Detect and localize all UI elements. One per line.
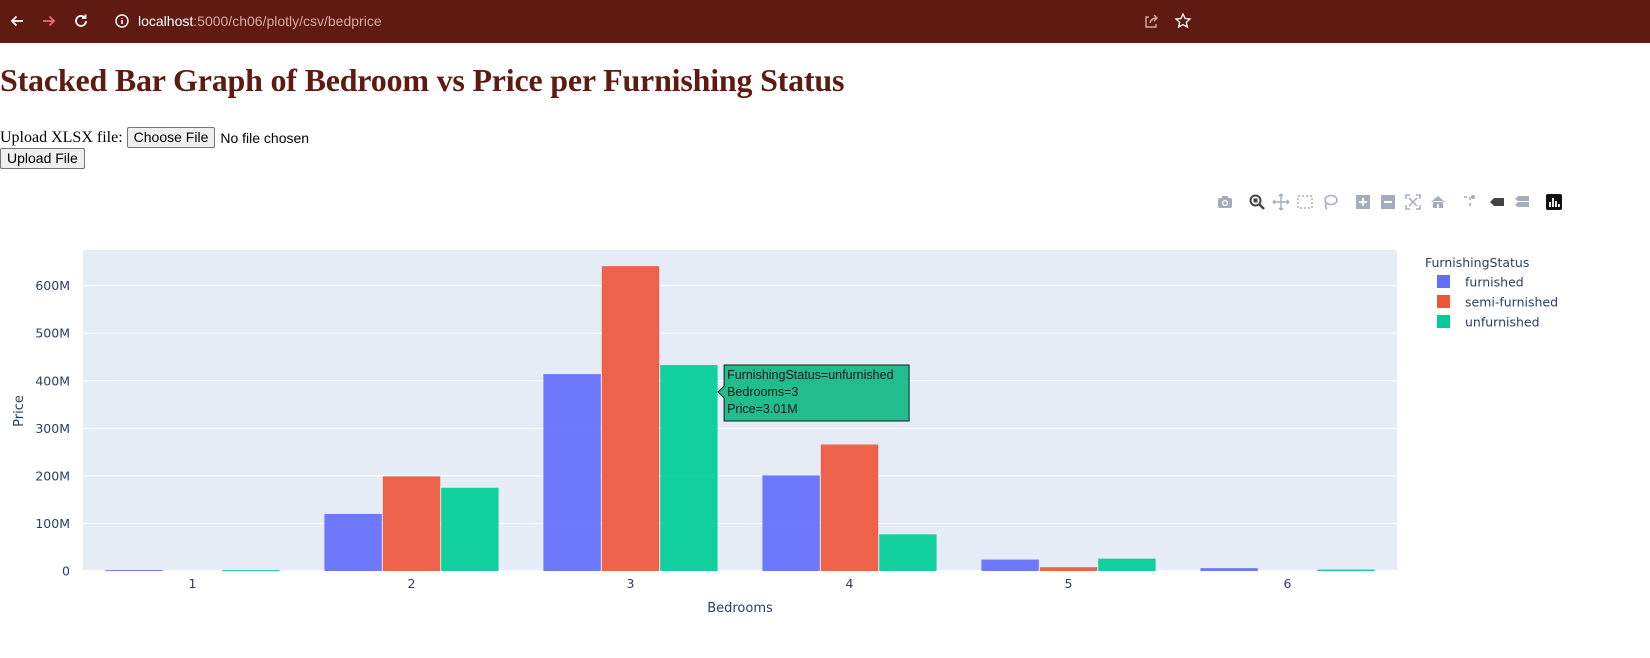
camera-icon[interactable]: [1216, 193, 1236, 213]
lasso-select-icon[interactable]: [1321, 193, 1341, 213]
plotly-modebar: [1210, 190, 1570, 214]
bar-semi-furnished-5: [1039, 567, 1098, 571]
y-tick-label: 200M: [35, 468, 70, 483]
y-tick-label: 100M: [35, 516, 70, 531]
pan-icon[interactable]: [1272, 193, 1292, 213]
x-axis-title: Bedrooms: [707, 601, 773, 616]
spike-lines-icon[interactable]: [1461, 193, 1481, 213]
url-path: :5000/ch06/plotly/csv/bedprice: [193, 13, 382, 29]
forward-arrow-icon[interactable]: [36, 8, 62, 34]
legend-label-unfurnished: unfurnished: [1465, 315, 1540, 330]
bar-furnished-6: [1200, 568, 1258, 571]
bookmark-star-icon[interactable]: [1170, 8, 1196, 34]
browser-toolbar: localhost:5000/ch06/plotly/csv/bedprice: [0, 0, 1650, 43]
y-axis-ticks: 0 100M 200M 300M 400M 500M 600M: [35, 278, 70, 578]
bar-semi-furnished-2: [382, 476, 441, 571]
hover-closest-icon[interactable]: [1488, 193, 1508, 213]
reload-icon[interactable]: [68, 8, 94, 34]
autoscale-icon[interactable]: [1404, 193, 1424, 213]
bar-unfurnished-2: [441, 487, 499, 571]
address-bar[interactable]: localhost:5000/ch06/plotly/csv/bedprice: [138, 10, 382, 32]
tooltip-line: Price=3.01M: [727, 402, 798, 416]
reset-axes-icon[interactable]: [1429, 193, 1449, 213]
bar-unfurnished-4: [879, 534, 937, 571]
y-tick-label: 500M: [35, 326, 70, 341]
url-host: localhost: [138, 13, 194, 29]
zoom-icon[interactable]: [1248, 193, 1268, 213]
share-icon[interactable]: [1138, 8, 1164, 34]
y-tick-label: 0: [62, 564, 70, 579]
legend-swatch-furnished: [1437, 275, 1450, 288]
bar-semi-furnished-4: [820, 444, 879, 571]
choose-file-button[interactable]: Choose File: [126, 127, 216, 148]
site-info-icon[interactable]: [114, 13, 130, 29]
tooltip-line: Bedrooms=3: [727, 385, 798, 399]
bar-semi-furnished-3: [601, 266, 660, 571]
plotly-logo-icon[interactable]: [1545, 193, 1565, 213]
hover-tooltip: FurnishingStatus=unfurnished Bedrooms=3 Pr…: [717, 364, 910, 422]
bar-series: [105, 266, 1375, 571]
box-select-icon[interactable]: [1296, 193, 1316, 213]
bar-furnished-4: [762, 475, 820, 571]
legend-label-furnished: furnished: [1465, 275, 1524, 290]
x-tick-label: 1: [189, 576, 197, 591]
bar-unfurnished-5: [1098, 558, 1156, 571]
tooltip-line: FurnishingStatus=unfurnished: [727, 368, 893, 382]
page-title: Stacked Bar Graph of Bedroom vs Price pe…: [0, 62, 845, 98]
zoom-in-icon[interactable]: [1354, 193, 1374, 213]
hover-compare-icon[interactable]: [1513, 193, 1533, 213]
zoom-out-icon[interactable]: [1379, 193, 1399, 213]
y-tick-label: 300M: [35, 421, 70, 436]
x-tick-label: 3: [627, 576, 635, 591]
back-arrow-icon[interactable]: [4, 8, 30, 34]
upload-label: Upload XLSX file:: [0, 128, 123, 146]
bar-furnished-1: [105, 570, 163, 571]
bar-unfurnished-1: [222, 570, 280, 571]
legend-swatch-semi-furnished: [1437, 295, 1450, 308]
y-tick-label: 400M: [35, 373, 70, 388]
bar-unfurnished-3: [660, 365, 718, 571]
x-tick-label: 6: [1284, 576, 1292, 591]
tooltip-box: [717, 364, 910, 422]
legend-label-semi-furnished: semi-furnished: [1465, 295, 1558, 310]
file-status-text: No file chosen: [220, 129, 310, 146]
x-tick-label: 2: [408, 576, 416, 591]
bar-unfurnished-6: [1317, 569, 1375, 571]
x-tick-label: 5: [1065, 576, 1073, 591]
x-tick-label: 4: [846, 576, 854, 591]
x-axis-ticks: 1 2 3 4 5 6: [189, 576, 1292, 591]
upload-form: Upload XLSX file: Choose File No file ch…: [0, 127, 309, 148]
upload-file-button[interactable]: Upload File: [0, 148, 85, 169]
y-axis-title: Price: [12, 395, 27, 427]
legend: FurnishingStatus furnished semi-furnished…: [1425, 255, 1558, 330]
bar-furnished-3: [543, 374, 601, 571]
legend-title: FurnishingStatus: [1425, 255, 1529, 270]
y-tick-label: 600M: [35, 278, 70, 293]
bar-furnished-5: [981, 559, 1039, 571]
bar-furnished-2: [324, 513, 382, 571]
legend-swatch-unfurnished: [1437, 315, 1450, 328]
